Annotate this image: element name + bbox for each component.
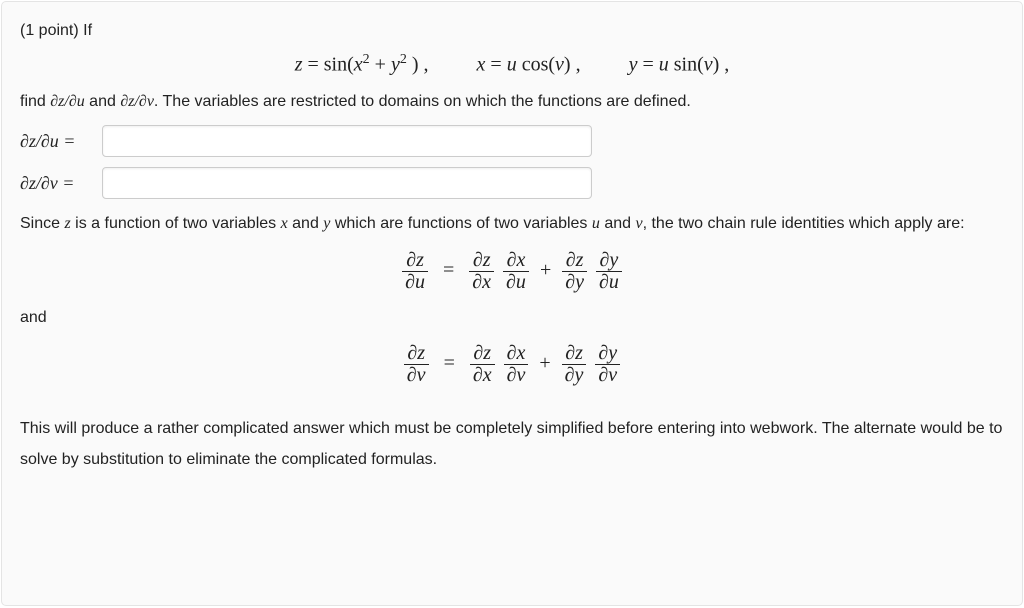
dx-num: ∂x <box>507 249 526 271</box>
dz-num: ∂z <box>565 342 583 364</box>
dzdu-label: ∂z/∂u = <box>20 131 102 152</box>
var-u: u <box>592 215 600 232</box>
du-den: ∂u <box>599 271 619 293</box>
dv-den: ∂v <box>407 364 426 386</box>
du-den: ∂u <box>405 271 425 293</box>
explain-intro: Since z is a function of two variables x… <box>20 209 1004 239</box>
var-v: v <box>635 215 642 232</box>
dy-num: ∂y <box>600 249 619 271</box>
dv-den: ∂v <box>598 364 617 386</box>
dzdu-input[interactable] <box>102 125 592 157</box>
dz-num: ∂z <box>407 342 425 364</box>
dv-den: ∂v <box>507 364 526 386</box>
text-fragment: which are functions of two variables <box>330 215 591 232</box>
note-text: This will produce a rather complicated a… <box>20 414 1004 475</box>
dz-num: ∂z <box>473 249 491 271</box>
dzdv-input[interactable] <box>102 167 592 199</box>
text-fragment: and <box>288 215 324 232</box>
text-fragment: , the two chain rule identities which ap… <box>643 215 965 232</box>
text-fragment: is a function of two variables <box>71 215 281 232</box>
dy-den: ∂y <box>565 271 584 293</box>
dzdu-row: ∂z/∂u = <box>20 125 1004 157</box>
dz-num: ∂z <box>566 249 584 271</box>
points-intro: (1 point) If <box>20 16 1004 46</box>
chain-rule-u: ∂z∂u = ∂z∂x ∂x∂u + ∂z∂y ∂y∂u <box>20 250 1004 293</box>
dz-num: ∂z <box>473 342 491 364</box>
dy-den: ∂y <box>565 364 584 386</box>
dzdv-row: ∂z/∂v = <box>20 167 1004 199</box>
du-den: ∂u <box>506 271 526 293</box>
chain-rule-v: ∂z∂v = ∂z∂x ∂x∂v + ∂z∂y ∂y∂v <box>20 343 1004 386</box>
instruction-text: find ∂z/∂u and ∂z/∂v. The variables are … <box>20 87 1004 117</box>
text-fragment: and <box>600 215 636 232</box>
and-label: and <box>20 303 1004 333</box>
dx-den: ∂x <box>472 271 491 293</box>
var-x: x <box>281 215 288 232</box>
dz-num: ∂z <box>406 249 424 271</box>
dzdv-label: ∂z/∂v = <box>20 173 102 194</box>
dx-den: ∂x <box>473 364 492 386</box>
dx-num: ∂x <box>507 342 526 364</box>
text-fragment: Since <box>20 215 64 232</box>
dy-num: ∂y <box>598 342 617 364</box>
problem-panel: (1 point) If z = sin(x2 + y2 ) , x = u c… <box>1 1 1023 606</box>
given-equations: z = sin(x2 + y2 ) , x = u cos(v) , y = u… <box>20 52 1004 77</box>
